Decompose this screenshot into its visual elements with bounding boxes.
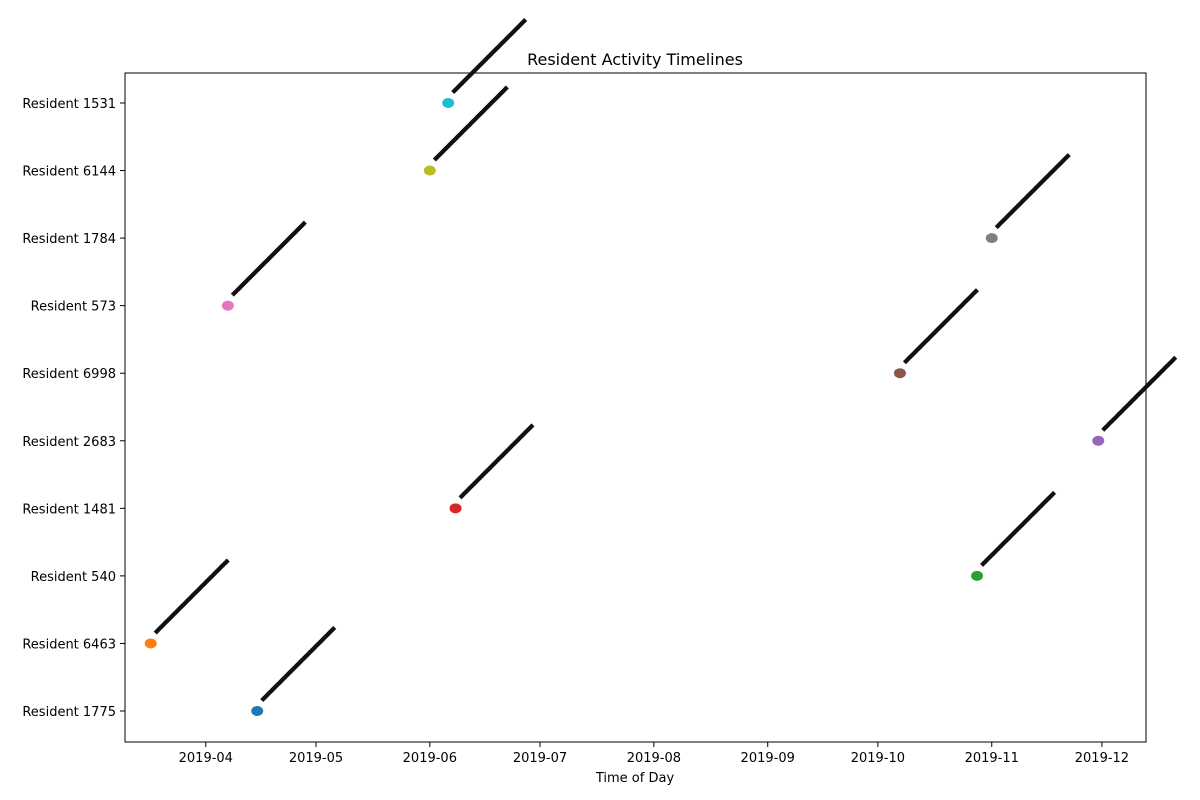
activity-marker bbox=[972, 288, 979, 295]
resident-point bbox=[442, 98, 455, 108]
x-tick-label: 2019-10 bbox=[851, 751, 905, 766]
y-tick-label: Resident 1531 bbox=[22, 97, 116, 112]
activity-marker bbox=[330, 626, 337, 632]
x-tick-label: 2019-12 bbox=[1075, 751, 1129, 766]
y-tick-label: Resident 540 bbox=[31, 570, 116, 585]
activity-marker bbox=[521, 18, 528, 24]
x-tick-label: 2019-05 bbox=[289, 751, 343, 766]
resident-timeline: ············· bbox=[251, 624, 336, 716]
data-marks: ········································… bbox=[144, 16, 1177, 716]
activity-marker bbox=[528, 423, 535, 430]
y-tick-label: Resident 6998 bbox=[22, 367, 116, 382]
activity-marker bbox=[502, 85, 509, 92]
plot-area bbox=[124, 72, 1147, 743]
x-tick-label: 2019-07 bbox=[513, 751, 567, 766]
chart-title: Resident Activity Timelines bbox=[527, 50, 743, 69]
y-axis: Resident 1775 Resident 6463 Resident 540 Re… bbox=[22, 97, 125, 720]
resident-point bbox=[251, 706, 264, 716]
y-tick-label: Resident 1784 bbox=[22, 232, 116, 247]
x-tick-label: 2019-08 bbox=[627, 751, 681, 766]
activity-marker bbox=[506, 445, 513, 452]
resident-point bbox=[144, 638, 157, 649]
resident-point bbox=[221, 300, 234, 311]
x-tick-label: 2019-11 bbox=[965, 751, 1019, 766]
activity-marker bbox=[1171, 355, 1178, 362]
y-tick-label: Resident 6463 bbox=[22, 637, 116, 652]
y-tick-label: Resident 573 bbox=[31, 300, 116, 315]
activity-marker bbox=[300, 220, 307, 227]
resident-timeline: ············· bbox=[221, 219, 307, 311]
activity-marker bbox=[1064, 153, 1071, 160]
activity-marker bbox=[1019, 197, 1026, 204]
y-tick-label: Resident 6144 bbox=[22, 165, 116, 180]
resident-timeline: ············· bbox=[985, 151, 1071, 244]
x-axis: 2019-04 2019-05 2019-06 2019-07 2019-08 2019-… bbox=[179, 742, 1129, 766]
resident-point bbox=[985, 233, 998, 244]
resident-timeline: ············· bbox=[423, 84, 509, 176]
activity-marker bbox=[1050, 490, 1057, 497]
resident-point bbox=[449, 503, 462, 514]
y-tick-label: Resident 1481 bbox=[22, 502, 116, 517]
resident-point bbox=[1092, 435, 1105, 446]
resident-point bbox=[423, 165, 436, 176]
resident-timeline: ············· bbox=[144, 556, 230, 649]
activity-marker bbox=[223, 558, 230, 565]
resident-point bbox=[893, 368, 906, 379]
y-tick-label: Resident 2683 bbox=[22, 435, 116, 450]
x-axis-title: Time of Day bbox=[595, 771, 675, 786]
resident-point bbox=[971, 570, 984, 581]
activity-marker bbox=[507, 32, 514, 38]
resident-timeline: ············· bbox=[971, 489, 1056, 581]
y-tick-label: Resident 1775 bbox=[22, 705, 116, 720]
resident-timeline: ············· bbox=[442, 16, 527, 108]
x-tick-label: 2019-06 bbox=[403, 751, 457, 766]
x-tick-label: 2019-04 bbox=[179, 751, 233, 766]
resident-timeline: ············· bbox=[1092, 354, 1177, 446]
resident-timeline: ············· bbox=[893, 286, 979, 379]
x-tick-label: 2019-09 bbox=[741, 751, 795, 766]
resident-timeline: ············· bbox=[449, 421, 535, 514]
